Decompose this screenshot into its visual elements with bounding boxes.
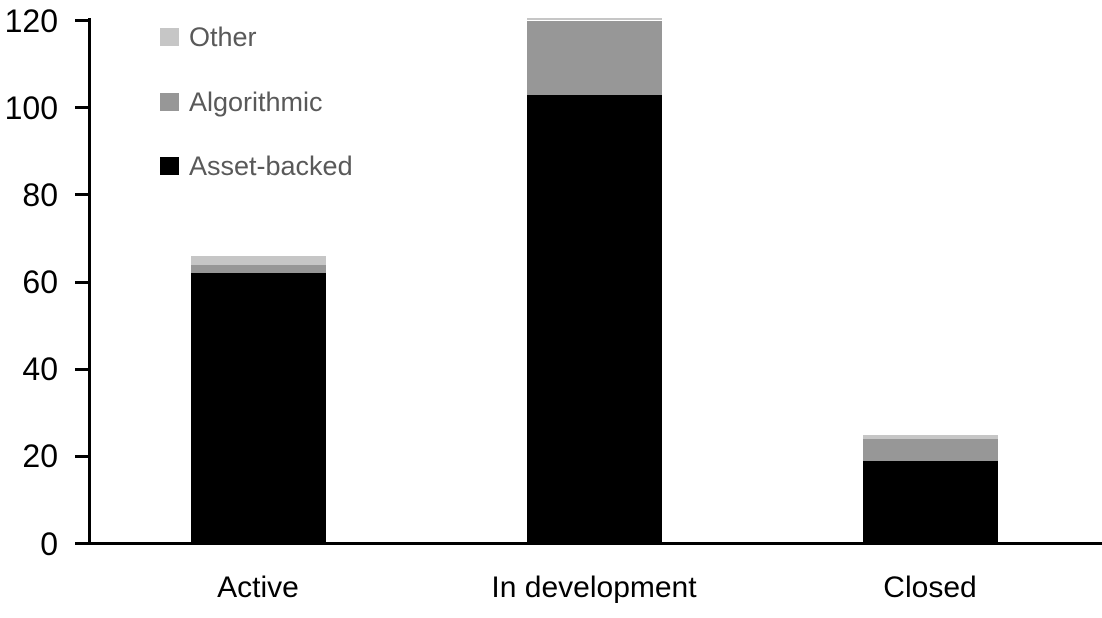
y-tick-mark-120 bbox=[75, 19, 88, 22]
bar-segment-asset-backed-active bbox=[190, 273, 326, 544]
y-tick-label-0: 0 bbox=[40, 525, 58, 562]
y-tick-mark-40 bbox=[75, 367, 88, 371]
bar-segment-other-active bbox=[190, 255, 326, 265]
bar-segment-algorithmic-closed bbox=[862, 438, 998, 461]
y-axis-line bbox=[88, 18, 91, 545]
legend-label-other: Other bbox=[189, 21, 257, 52]
legend-label-asset-backed: Asset-backed bbox=[189, 150, 353, 181]
y-tick-mark-100 bbox=[75, 106, 88, 110]
legend-swatch-algorithmic bbox=[160, 93, 179, 111]
bar-segment-other-in-development bbox=[526, 18, 662, 21]
legend-label-algorithmic: Algorithmic bbox=[189, 86, 323, 117]
bar-segment-asset-backed-in-development bbox=[526, 94, 662, 544]
legend-item-algorithmic: Algorithmic bbox=[160, 88, 323, 115]
y-tick-mark-80 bbox=[75, 193, 88, 197]
legend-item-asset-backed: Asset-backed bbox=[160, 152, 353, 179]
bar-segment-asset-backed-closed bbox=[862, 460, 998, 544]
x-tick-label-active: Active bbox=[217, 571, 299, 604]
x-tick-label-in-development: In development bbox=[491, 571, 697, 604]
y-tick-label-120: 120 bbox=[4, 2, 58, 39]
legend-swatch-other bbox=[160, 28, 179, 46]
bar-segment-other-closed bbox=[862, 434, 998, 439]
legend-item-other: Other bbox=[160, 23, 257, 50]
x-tick-label-closed: Closed bbox=[883, 571, 977, 604]
legend-swatch-asset-backed bbox=[160, 157, 179, 175]
y-tick-label-40: 40 bbox=[22, 351, 58, 388]
bar-segment-algorithmic-in-development bbox=[526, 20, 662, 95]
bar-segment-algorithmic-active bbox=[190, 264, 326, 274]
y-tick-mark-20 bbox=[75, 454, 88, 458]
y-tick-mark-60 bbox=[75, 280, 88, 284]
x-axis-line bbox=[76, 542, 1102, 545]
y-tick-label-80: 80 bbox=[22, 176, 58, 213]
y-tick-label-60: 60 bbox=[22, 264, 58, 300]
y-tick-label-20: 20 bbox=[22, 438, 58, 475]
y-tick-label-100: 100 bbox=[4, 89, 58, 126]
